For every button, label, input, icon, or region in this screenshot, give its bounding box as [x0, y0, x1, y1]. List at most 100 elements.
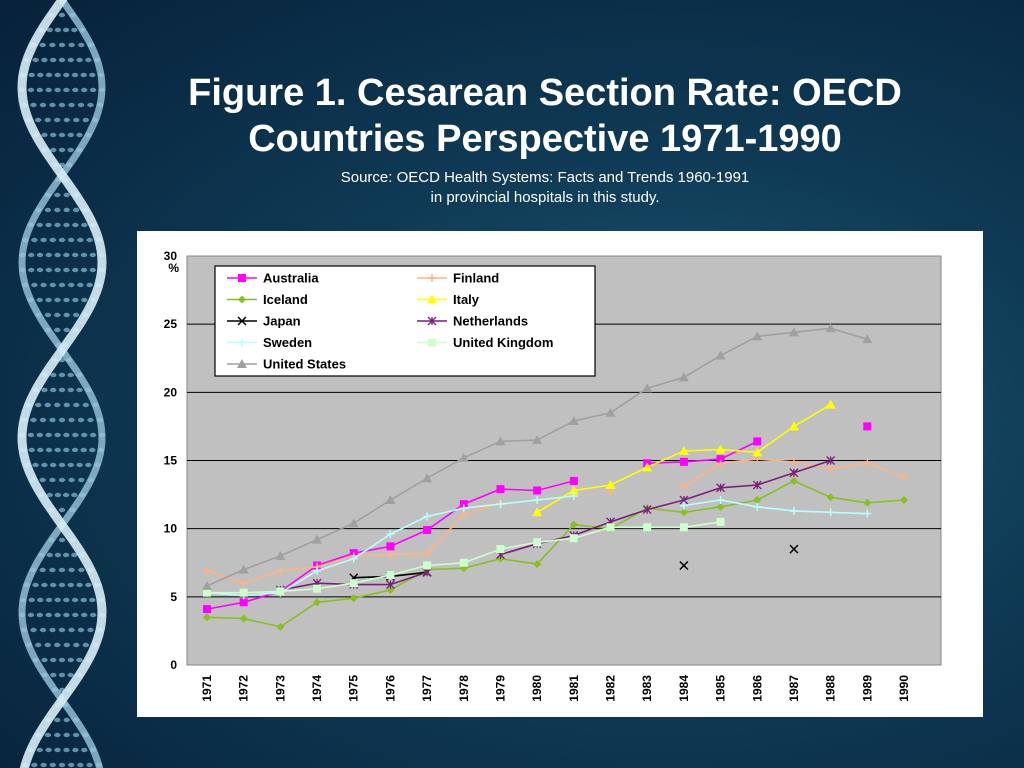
helix-bead: [46, 27, 53, 33]
helix-bead: [72, 252, 79, 258]
helix-bead: [32, 57, 39, 63]
helix-bead: [45, 252, 52, 258]
helix-bead: [58, 417, 66, 423]
data-point: [423, 526, 432, 535]
helix-bead: [58, 57, 66, 63]
helix-bead: [80, 72, 87, 78]
data-point: [568, 485, 579, 495]
y-tick-label: 10: [164, 522, 178, 536]
helix-bead: [35, 642, 42, 648]
data-point: [863, 422, 872, 431]
data-point: [533, 560, 542, 569]
helix-bead: [78, 567, 85, 573]
helix-bead: [45, 222, 52, 228]
dna-helix-decoration: [17, 0, 107, 768]
helix-bead: [27, 432, 35, 438]
y-tick-label: 25: [164, 317, 178, 331]
helix-bead: [63, 252, 70, 258]
helix-bead: [72, 747, 79, 753]
x-tick-label: 1986: [750, 675, 764, 702]
helix-bead: [63, 192, 70, 198]
x-tick-label: 1985: [714, 675, 728, 702]
data-point: [789, 468, 799, 478]
helix-bead: [72, 732, 80, 738]
helix-bead: [58, 42, 66, 48]
data-point: [900, 472, 908, 481]
helix-bead: [39, 42, 46, 48]
data-point: [385, 580, 395, 590]
data-point: [679, 482, 688, 491]
data-point: [422, 567, 432, 577]
data-point: [386, 571, 395, 580]
legend-label: United Kingdom: [453, 335, 553, 350]
helix-bead: [54, 642, 61, 648]
helix-bead: [54, 192, 61, 198]
data-point: [605, 480, 616, 490]
helix-bead: [62, 492, 70, 498]
data-point: [679, 508, 688, 517]
data-point: [237, 359, 247, 368]
data-point: [642, 462, 653, 472]
data-point: [716, 455, 725, 464]
helix-bead: [77, 627, 85, 633]
helix-bead: [54, 87, 61, 93]
x-tick-label: 1981: [567, 675, 581, 702]
helix-bead: [36, 747, 43, 753]
helix-bead: [63, 327, 70, 333]
data-point: [203, 588, 211, 597]
legend-item: Netherlands: [417, 314, 528, 329]
helix-bead: [63, 732, 70, 738]
helix-bead: [63, 747, 70, 753]
helix-bead: [68, 282, 75, 288]
helix-bead: [44, 402, 51, 408]
data-point: [789, 457, 798, 466]
helix-bead: [50, 132, 57, 138]
data-point: [862, 334, 873, 344]
x-tick-label: 1980: [530, 675, 544, 702]
helix-bead: [81, 747, 88, 753]
data-point: [863, 498, 872, 507]
helix-bead: [72, 267, 79, 273]
legend-item: Iceland: [227, 292, 308, 307]
helix-bead: [68, 237, 75, 243]
data-point: [313, 598, 322, 607]
data-point: [716, 496, 725, 505]
helix-bead: [54, 252, 61, 258]
helix-bead: [81, 87, 88, 93]
helix-bead: [54, 72, 61, 78]
helix-bead: [36, 267, 44, 273]
helix-bead: [63, 612, 70, 618]
data-point: [237, 316, 247, 326]
helix-bead: [58, 387, 66, 393]
helix-bead: [49, 102, 56, 108]
helix-bead: [62, 552, 70, 558]
helix-strand-b: [17, 0, 107, 768]
helix-bead: [49, 477, 56, 483]
helix-bead: [32, 582, 39, 588]
helix-bead: [45, 87, 52, 93]
data-point: [679, 501, 688, 510]
x-tick-label: 1972: [237, 675, 251, 702]
helix-bead: [58, 567, 66, 573]
data-point: [349, 594, 358, 603]
data-point: [606, 523, 615, 532]
helix-bead: [63, 642, 70, 648]
helix-bead: [41, 462, 48, 468]
helix-bead: [41, 132, 48, 138]
helix-bead: [28, 267, 35, 273]
data-point: [459, 504, 468, 513]
helix-bead: [58, 132, 66, 138]
helix-bead: [76, 387, 83, 393]
data-point: [203, 605, 211, 614]
data-point: [423, 561, 432, 570]
helix-bead: [58, 147, 66, 153]
helix-bead: [73, 117, 80, 123]
x-tick-label: 1976: [383, 675, 397, 702]
helix-bead: [67, 147, 74, 153]
helix-bead: [77, 417, 85, 423]
helix-bead: [45, 267, 52, 273]
helix-bead: [49, 282, 56, 288]
helix-bead: [54, 732, 61, 738]
x-tick-label: 1988: [824, 675, 838, 702]
data-point: [533, 538, 542, 547]
